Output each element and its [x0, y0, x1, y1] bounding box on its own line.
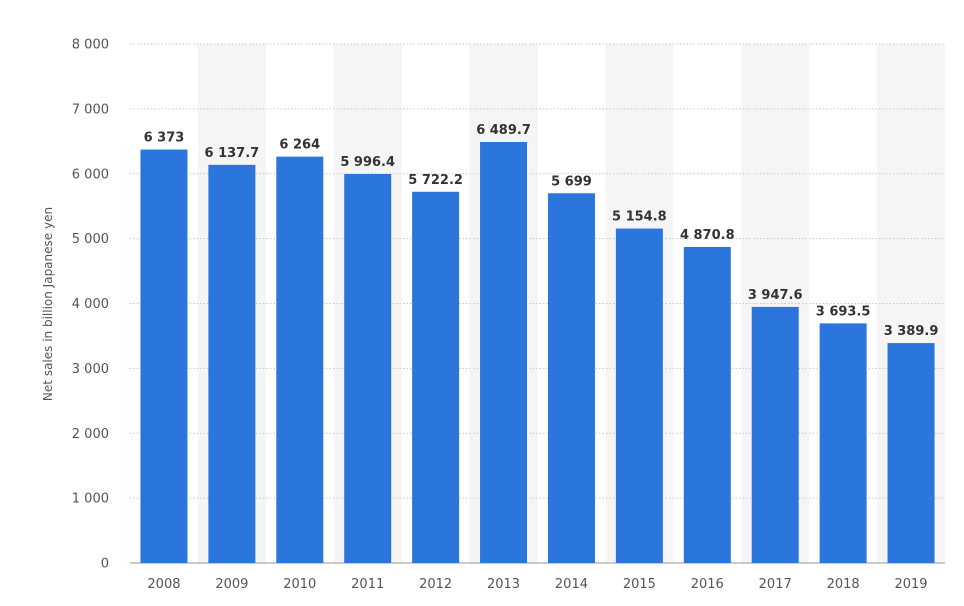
bar-2013: [480, 141, 528, 563]
bar-2019: [887, 343, 935, 563]
data-label-2016: 4 870.8: [680, 228, 735, 243]
x-tick-label-2010: 2010: [283, 577, 316, 592]
data-label-2011: 5 996.4: [340, 155, 395, 170]
x-tick-label-2015: 2015: [623, 577, 656, 592]
y-tick-label: 2 000: [72, 427, 109, 442]
data-label-2012: 5 722.2: [408, 173, 463, 188]
y-tick-label: 1 000: [72, 492, 109, 507]
x-tick-label-2018: 2018: [827, 577, 860, 592]
x-tick-label-2011: 2011: [351, 577, 384, 592]
x-tick-label-2009: 2009: [215, 577, 248, 592]
data-label-2015: 5 154.8: [612, 210, 667, 225]
data-labels: 6 373 6 137.7 6 264 5 996.4 5 722.2 6 489.7 5 …: [144, 123, 939, 339]
bars: [140, 141, 935, 564]
y-tick-label: 4 000: [72, 297, 109, 312]
data-label-2008: 6 373: [144, 131, 185, 146]
data-label-2009: 6 137.7: [205, 146, 260, 161]
x-tick-label-2014: 2014: [555, 577, 588, 592]
y-tick-label: 8 000: [72, 38, 109, 53]
data-label-2010: 6 264: [279, 138, 320, 153]
x-tick-label-2008: 2008: [147, 577, 180, 592]
data-label-2017: 3 947.6: [748, 288, 803, 303]
y-axis-ticks: 0 1 000 2 000 3 000 4 000 5 000 6 000 7 000 8 00…: [72, 38, 109, 572]
bar-2008: [140, 149, 188, 563]
bar-2012: [412, 191, 460, 563]
bar-2016: [683, 247, 731, 564]
bar-2011: [344, 173, 392, 563]
data-label-2013: 6 489.7: [476, 123, 531, 138]
bar-2015: [615, 228, 663, 564]
x-tick-label-2016: 2016: [691, 577, 724, 592]
y-tick-label: 7 000: [72, 102, 109, 117]
data-label-2014: 5 699: [551, 174, 592, 189]
gridlines: [130, 43, 945, 564]
bar-2014: [547, 193, 595, 563]
x-tick-label-2012: 2012: [419, 577, 452, 592]
data-label-2019: 3 389.9: [884, 324, 939, 339]
y-tick-label: 3 000: [72, 362, 109, 377]
data-label-2018: 3 693.5: [816, 304, 871, 319]
bar-2010: [276, 156, 324, 564]
bar-2009: [208, 164, 256, 563]
x-axis-ticks: 2008 2009 2010 2011 2012 2013 2014 2015 2016 2017…: [147, 577, 927, 592]
y-axis-title: Net sales in billion Japanese yen: [41, 207, 55, 401]
x-tick-label-2013: 2013: [487, 577, 520, 592]
x-tick-label-2019: 2019: [894, 577, 927, 592]
y-tick-label: 6 000: [72, 167, 109, 182]
bar-2018: [819, 323, 867, 563]
x-tick-label-2017: 2017: [759, 577, 792, 592]
y-tick-label: 5 000: [72, 232, 109, 247]
y-tick-label: 0: [101, 557, 109, 572]
bar-2017: [751, 306, 799, 563]
